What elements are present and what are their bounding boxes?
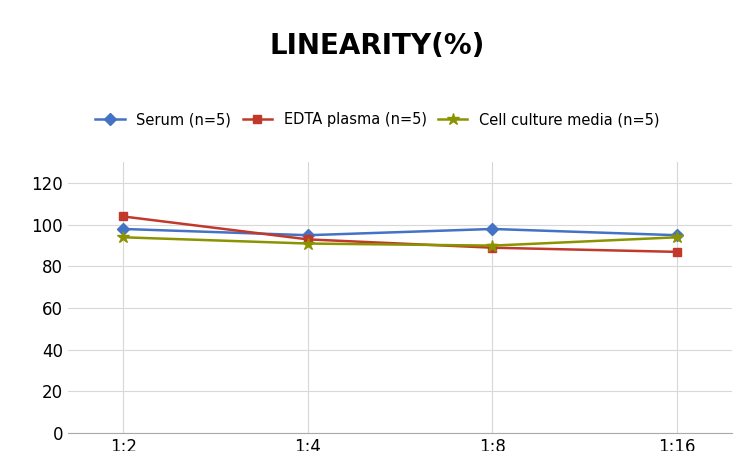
Legend: Serum (n=5), EDTA plasma (n=5), Cell culture media (n=5): Serum (n=5), EDTA plasma (n=5), Cell cul… — [90, 106, 665, 133]
Text: LINEARITY(%): LINEARITY(%) — [270, 32, 485, 60]
